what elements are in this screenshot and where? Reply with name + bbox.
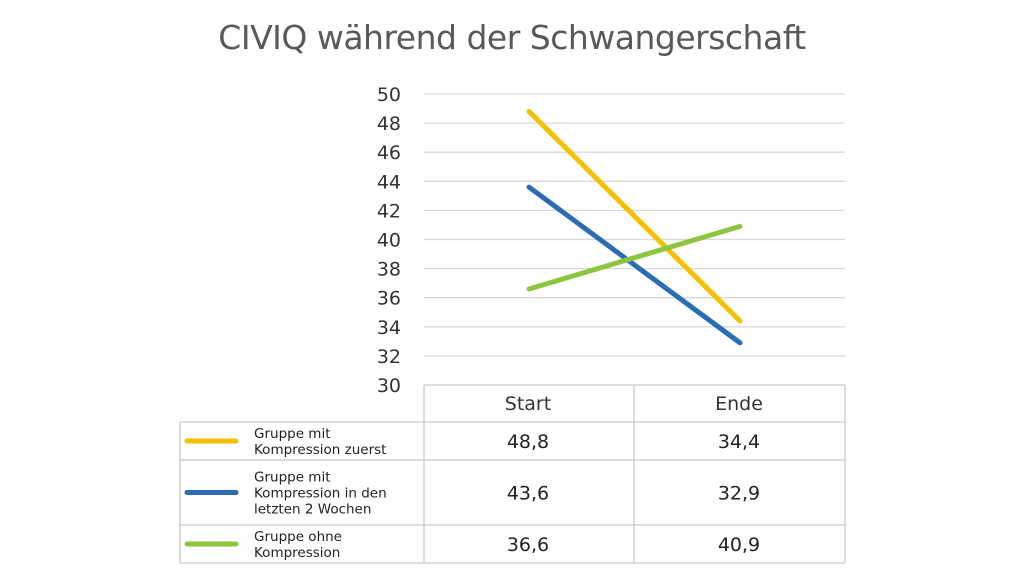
legend-label: Gruppe mit Kompression in den letzten 2 Wo… — [254, 470, 387, 518]
series-lines — [526, 108, 743, 346]
table-cell-value: 34,4 — [718, 431, 760, 453]
y-tick-label: 34 — [377, 317, 401, 339]
table-cell-value: 43,6 — [507, 483, 549, 505]
y-tick-label: 32 — [377, 346, 401, 368]
y-tick-label: 40 — [377, 230, 401, 252]
column-header: Ende — [715, 393, 763, 415]
y-axis-ticks: 30 32 34 36 38 40 42 44 46 48 50 — [377, 84, 401, 397]
y-tick-label: 44 — [377, 171, 401, 193]
table-cell-value: 32,9 — [718, 483, 760, 505]
legend-label: Gruppe ohne Kompression — [254, 529, 342, 561]
data-table: Start Ende Gruppe mit Kompression zuerst 48,… — [179, 384, 846, 564]
chart-title: CIVIQ während der Schwangerschaft — [218, 18, 806, 57]
y-tick-label: 42 — [377, 200, 401, 222]
table-cell-value: 40,9 — [718, 534, 760, 556]
y-tick-label: 38 — [377, 259, 401, 281]
legend-label: Gruppe mit Kompression zuerst — [254, 426, 386, 458]
series-line — [526, 184, 743, 346]
y-tick-label: 50 — [377, 84, 401, 106]
y-tick-label: 30 — [377, 375, 401, 397]
series-line — [526, 223, 743, 292]
table-cell-value: 48,8 — [507, 431, 549, 453]
y-tick-label: 48 — [377, 113, 401, 135]
y-tick-label: 46 — [377, 142, 401, 164]
table-cell-value: 36,6 — [507, 534, 549, 556]
y-tick-label: 36 — [377, 288, 401, 310]
column-header: Start — [505, 393, 551, 415]
series-line — [526, 108, 743, 324]
gridlines — [424, 93, 845, 357]
